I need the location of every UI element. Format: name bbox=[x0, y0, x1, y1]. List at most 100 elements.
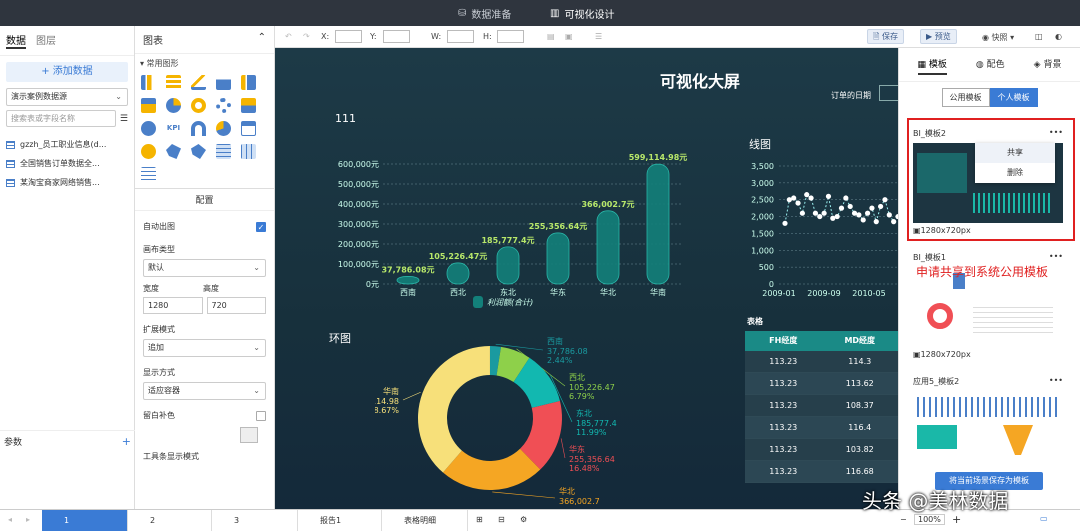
canvas-type-select[interactable]: 默认 ⌄ bbox=[143, 259, 266, 277]
dataset-label: 某淘宝商家网络销售... bbox=[20, 178, 100, 187]
card-icon[interactable] bbox=[241, 121, 256, 136]
kpi-icon[interactable]: KPI bbox=[166, 124, 181, 132]
settings-icon[interactable]: ⚙ bbox=[520, 515, 528, 524]
color-picker[interactable] bbox=[240, 427, 258, 443]
template-card-2[interactable]: BI_模板1 ••• ▣1280x720px bbox=[913, 252, 1063, 359]
add-param-icon[interactable]: + bbox=[121, 435, 131, 448]
dashboard-canvas[interactable]: 可视化大屏 订单的日期 111 0元 100,000元 200,000元 300,00… bbox=[275, 48, 898, 509]
x-input[interactable] bbox=[335, 30, 362, 43]
w-input[interactable] bbox=[447, 30, 474, 43]
donut-chart-icon[interactable] bbox=[191, 98, 206, 113]
display-mode-select[interactable]: 适应容器 ⌄ bbox=[143, 382, 266, 400]
page-tab-table[interactable]: 表格明细 bbox=[382, 510, 468, 531]
tab-color[interactable]: ◍ 配色 bbox=[976, 57, 1005, 75]
column-header: MD经度 bbox=[844, 336, 876, 345]
auto-chart-checkbox[interactable]: ✓ bbox=[256, 221, 266, 232]
common-charts-label[interactable]: ▾ 常用图形 bbox=[140, 59, 179, 68]
auto-chart-label: 自动出图 bbox=[143, 222, 175, 231]
pie-chart-icon[interactable] bbox=[166, 98, 181, 113]
group-icon[interactable]: ▤ bbox=[547, 32, 555, 41]
redo-icon[interactable]: ↷ bbox=[303, 32, 310, 41]
y-input[interactable] bbox=[383, 30, 410, 43]
data-table[interactable]: FH经度 MD经度 113.23 114.3 113.23 113.62 113.2… bbox=[745, 331, 898, 483]
date-filter-input[interactable] bbox=[879, 85, 898, 101]
tab-layers[interactable]: 图层 bbox=[36, 36, 56, 47]
image-icon: ▣ bbox=[913, 350, 921, 359]
page-tab-2[interactable]: 2 bbox=[128, 510, 212, 531]
line-chart-icon[interactable] bbox=[191, 75, 206, 90]
detail-table-icon[interactable] bbox=[141, 167, 156, 182]
radar-icon[interactable] bbox=[216, 121, 231, 136]
zoom-in-icon[interactable]: + bbox=[952, 513, 962, 526]
list-item[interactable]: 全国销售订单数据全... bbox=[0, 154, 134, 173]
menu-delete[interactable]: 删除 bbox=[1007, 168, 1023, 177]
theme-icon[interactable]: ◐ bbox=[1055, 32, 1062, 41]
collapse-icon[interactable]: ⌃ bbox=[257, 32, 266, 43]
tab-data-prep[interactable]: ⛁ 数据准备 bbox=[458, 6, 511, 21]
image-icon: ▣ bbox=[913, 226, 921, 235]
bar-chart-icon[interactable] bbox=[141, 75, 156, 90]
next-icon[interactable]: ▸ bbox=[26, 515, 31, 524]
public-template-tab[interactable]: 公用模板 bbox=[941, 88, 990, 107]
list-filter-icon[interactable]: ☰ bbox=[119, 113, 128, 124]
gauge-icon[interactable] bbox=[191, 121, 206, 136]
china-map-icon[interactable] bbox=[166, 144, 181, 159]
snapshot-button[interactable]: ◉ 快照 ▾ bbox=[982, 33, 1015, 42]
grid-icon: ▦ bbox=[917, 60, 929, 70]
rose-chart-icon[interactable] bbox=[216, 98, 231, 113]
more-icon[interactable]: ••• bbox=[1048, 376, 1063, 385]
list-item[interactable]: gzzh_员工职业信息(d... bbox=[0, 135, 134, 154]
template-size-value: 1280x720px bbox=[920, 350, 971, 359]
hbar-chart-icon[interactable] bbox=[166, 75, 181, 90]
page-tab-3[interactable]: 3 bbox=[212, 510, 298, 531]
preview-button[interactable]: ▶ 预览 bbox=[920, 29, 957, 44]
more-icon[interactable]: ••• bbox=[1048, 252, 1063, 261]
table-chart-icon[interactable] bbox=[216, 144, 231, 159]
prev-icon[interactable]: ◂ bbox=[8, 515, 13, 524]
page-tab-report[interactable]: 报告1 bbox=[298, 510, 382, 531]
page-tab-1[interactable]: 1 bbox=[42, 510, 128, 531]
template-card-3[interactable]: 应用5_模板2 ••• bbox=[913, 376, 1063, 471]
line-chart[interactable]: 0 500 1,000 1,500 2,000 2,500 3,000 3,500 2009-0… bbox=[741, 154, 898, 304]
personal-template-tab[interactable]: 个人模板 bbox=[989, 88, 1038, 107]
datasource-select[interactable]: 演示案例数据源 ⌄ bbox=[6, 88, 128, 106]
globe-icon[interactable] bbox=[141, 121, 156, 136]
add-data-button[interactable]: + 添加数据 bbox=[6, 62, 128, 82]
bg-fill-checkbox[interactable] bbox=[256, 410, 266, 421]
map-icon[interactable] bbox=[141, 144, 156, 159]
save-button[interactable]: 🗎 保存 bbox=[867, 29, 904, 44]
h-input[interactable] bbox=[497, 30, 524, 43]
y-tick-label: 500,000元 bbox=[338, 180, 379, 189]
zoom-level[interactable]: 100% bbox=[914, 514, 945, 525]
more-icon[interactable]: ••• bbox=[1048, 128, 1063, 137]
data-point bbox=[873, 219, 879, 225]
combo-chart-icon[interactable] bbox=[241, 75, 256, 90]
ungroup-icon[interactable]: ▣ bbox=[565, 32, 573, 41]
height-input[interactable]: 720 bbox=[206, 297, 266, 314]
expand-mode-select[interactable]: 追加 ⌄ bbox=[143, 339, 266, 357]
search-input[interactable]: 搜索表或字段名称 bbox=[6, 110, 116, 127]
pivot-table-icon[interactable] bbox=[241, 144, 256, 159]
menu-share[interactable]: 共享 bbox=[975, 143, 1055, 163]
tab-template[interactable]: ▦ 模板 bbox=[917, 57, 947, 75]
zoom-out-icon[interactable]: − bbox=[900, 515, 907, 524]
layout-icon[interactable]: ◫ bbox=[1035, 32, 1043, 41]
width-input[interactable]: 1280 bbox=[143, 297, 203, 314]
tab-background[interactable]: ◈ 背景 bbox=[1034, 57, 1062, 75]
height-label: 高度 bbox=[203, 284, 219, 293]
align-icon[interactable]: ☰ bbox=[595, 32, 603, 41]
tab-visual-design[interactable]: ▥ 可视化设计 bbox=[550, 6, 615, 28]
bar-chart[interactable]: 0元 100,000元 200,000元 300,000元 400,000元 500,00… bbox=[315, 128, 695, 318]
add-chart-page-icon[interactable]: ⊞ bbox=[476, 515, 483, 524]
desktop-view-icon[interactable]: ▭ bbox=[1040, 514, 1048, 523]
region-map-icon[interactable] bbox=[191, 144, 206, 159]
area-chart-icon[interactable] bbox=[216, 75, 231, 90]
tab-data[interactable]: 数据 bbox=[6, 32, 26, 49]
undo-icon[interactable]: ↶ bbox=[285, 32, 292, 41]
add-report-icon[interactable]: ⊟ bbox=[498, 515, 505, 524]
stacked-chart-icon[interactable] bbox=[141, 98, 156, 113]
save-as-template-button[interactable]: 将当前场景保存为模板 bbox=[935, 472, 1043, 490]
list-item[interactable]: 某淘宝商家网络销售... bbox=[0, 173, 134, 192]
text-chart-icon[interactable] bbox=[241, 98, 256, 113]
